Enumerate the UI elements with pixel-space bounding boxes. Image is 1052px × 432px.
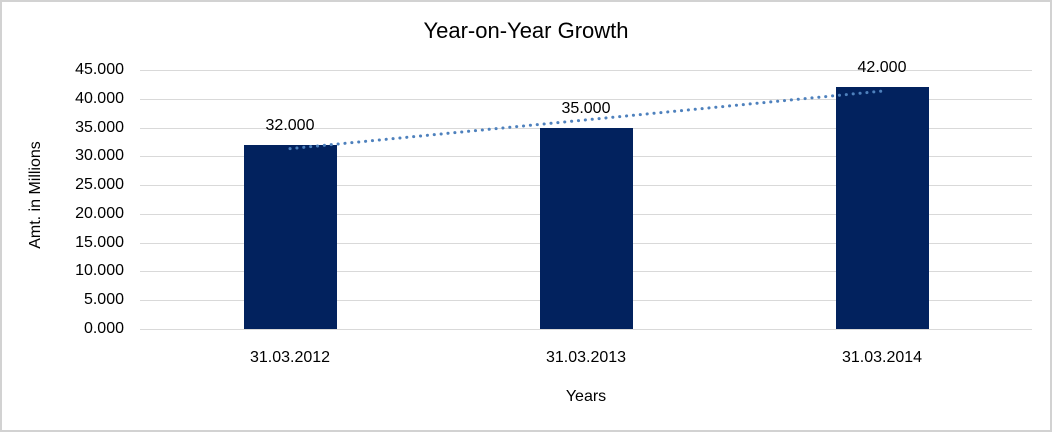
bar [243, 144, 337, 329]
gridline [140, 70, 1032, 71]
gridline [140, 329, 1032, 330]
x-tick-label: 31.03.2012 [249, 349, 331, 366]
y-tick-label: 35.000 [75, 118, 124, 136]
bar [539, 127, 633, 329]
bar [835, 87, 929, 329]
y-tick-label: 0.000 [83, 320, 124, 337]
chart-title: Year-on-Year Growth [423, 18, 629, 43]
x-tick-label: 31.03.2014 [841, 349, 923, 366]
bar-value-label: 32.000 [265, 116, 315, 134]
x-axis-title: Years [565, 388, 607, 405]
y-tick-label: 45.000 [75, 61, 124, 78]
y-tick-label: 25.000 [75, 176, 124, 194]
y-tick-label: 5.000 [83, 291, 124, 309]
bar-value-label: 35.000 [561, 99, 611, 117]
y-tick-label: 30.000 [75, 147, 124, 165]
y-tick-label: 15.000 [75, 233, 124, 251]
x-tick-label: 31.03.2013 [545, 349, 627, 366]
y-tick-label: 40.000 [75, 89, 124, 107]
y-tick-label: 10.000 [75, 262, 124, 280]
y-tick-label: 20.000 [75, 204, 124, 222]
bar-value-label: 42.000 [857, 59, 907, 77]
